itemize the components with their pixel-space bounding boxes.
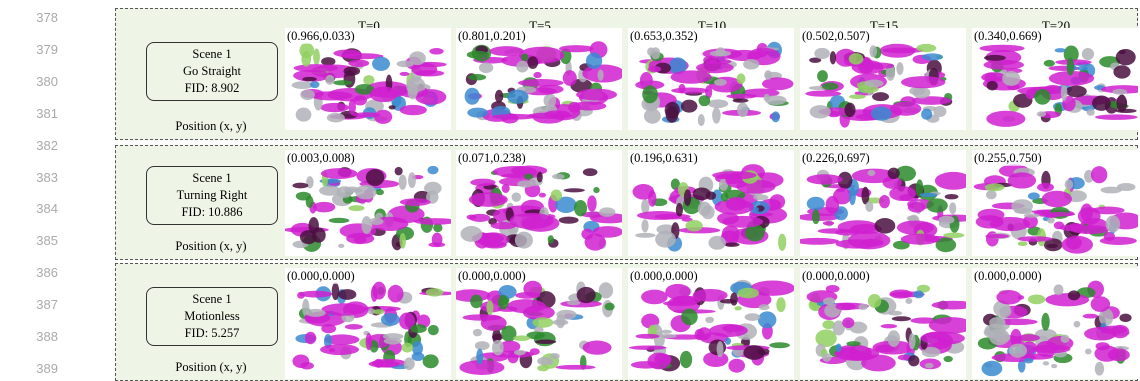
scene-scene: Scene 1 bbox=[147, 170, 277, 187]
line-number: 389 bbox=[28, 361, 58, 376]
figure: 378379380381382383384385386387388389T=0T… bbox=[0, 0, 1140, 381]
scene-image: (0.000,0.000) bbox=[456, 268, 622, 379]
scene-image: (0.000,0.000) bbox=[285, 268, 451, 379]
position-label: Position (x, y) bbox=[136, 119, 286, 134]
scene-action: Go Straight bbox=[147, 63, 277, 80]
scene-image: (0.226,0.697) bbox=[800, 150, 966, 256]
scene-image: (0.801,0.201) bbox=[456, 28, 622, 130]
scene-image: (0.966,0.033) bbox=[285, 28, 451, 130]
position-coord: (0.653,0.352) bbox=[630, 29, 698, 44]
scene-image: (0.071,0.238) bbox=[456, 150, 622, 256]
point-cloud bbox=[800, 268, 966, 379]
scene-image: (0.000,0.000) bbox=[628, 268, 794, 379]
scene-image: (0.653,0.352) bbox=[628, 28, 794, 130]
position-coord: (0.502,0.507) bbox=[802, 29, 870, 44]
scene-image: (0.196,0.631) bbox=[628, 150, 794, 256]
position-coord: (0.000,0.000) bbox=[974, 269, 1042, 284]
line-number: 380 bbox=[28, 74, 58, 89]
scene-fid: FID: 8.902 bbox=[147, 80, 277, 97]
position-coord: (0.226,0.697) bbox=[802, 151, 870, 166]
line-number: 385 bbox=[28, 233, 58, 248]
scene-image: (0.255,0.750) bbox=[972, 150, 1138, 256]
scene-image: (0.000,0.000) bbox=[972, 268, 1138, 379]
position-label: Position (x, y) bbox=[136, 360, 286, 375]
position-coord: (0.340,0.669) bbox=[974, 29, 1042, 44]
scene-scene: Scene 1 bbox=[147, 291, 277, 308]
scene-image: (0.000,0.000) bbox=[800, 268, 966, 379]
scene-image: (0.502,0.507) bbox=[800, 28, 966, 130]
scene-image: (0.340,0.669) bbox=[972, 28, 1138, 130]
point-cloud bbox=[285, 268, 451, 379]
position-coord: (0.000,0.000) bbox=[287, 269, 355, 284]
position-coord: (0.000,0.000) bbox=[630, 269, 698, 284]
scene-action: Motionless bbox=[147, 308, 277, 325]
point-cloud bbox=[972, 268, 1138, 379]
line-number: 379 bbox=[28, 42, 58, 57]
position-coord: (0.071,0.238) bbox=[458, 151, 526, 166]
position-coord: (0.966,0.033) bbox=[287, 29, 355, 44]
point-cloud bbox=[456, 268, 622, 379]
scene-scene: Scene 1 bbox=[147, 46, 277, 63]
point-cloud bbox=[628, 268, 794, 379]
position-coord: (0.003,0.008) bbox=[287, 151, 355, 166]
line-number: 386 bbox=[28, 265, 58, 280]
line-number: 387 bbox=[28, 297, 58, 312]
line-number: 383 bbox=[28, 170, 58, 185]
scene-image: (0.003,0.008) bbox=[285, 150, 451, 256]
line-number: 381 bbox=[28, 106, 58, 121]
position-coord: (0.255,0.750) bbox=[974, 151, 1042, 166]
scene-action: Turning Right bbox=[147, 187, 277, 204]
position-coord: (0.801,0.201) bbox=[458, 29, 526, 44]
scene-fid: FID: 5.257 bbox=[147, 325, 277, 342]
position-coord: (0.000,0.000) bbox=[458, 269, 526, 284]
line-number: 384 bbox=[28, 201, 58, 216]
line-number: 378 bbox=[28, 10, 58, 25]
scene-fid: FID: 10.886 bbox=[147, 204, 277, 221]
position-coord: (0.196,0.631) bbox=[630, 151, 698, 166]
line-number: 382 bbox=[28, 138, 58, 153]
line-number: 388 bbox=[28, 329, 58, 344]
position-label: Position (x, y) bbox=[136, 239, 286, 254]
position-coord: (0.000,0.000) bbox=[802, 269, 870, 284]
